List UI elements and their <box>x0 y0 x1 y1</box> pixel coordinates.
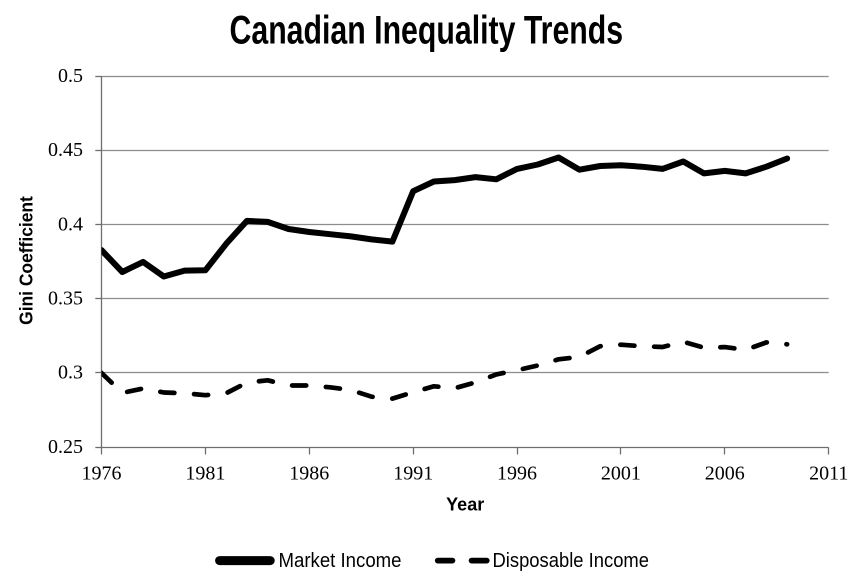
svg-text:0.45: 0.45 <box>48 139 83 161</box>
svg-text:0.35: 0.35 <box>48 288 83 310</box>
svg-text:1991: 1991 <box>393 462 433 484</box>
svg-text:0.5: 0.5 <box>58 65 83 87</box>
svg-text:1996: 1996 <box>497 462 537 484</box>
svg-text:1976: 1976 <box>82 462 122 484</box>
svg-text:0.25: 0.25 <box>48 436 83 458</box>
svg-text:Gini Coefficient: Gini Coefficient <box>16 196 36 325</box>
svg-text:1986: 1986 <box>289 462 329 484</box>
svg-text:Canadian Inequality Trends: Canadian Inequality Trends <box>230 9 624 53</box>
svg-text:Market Income: Market Income <box>279 550 402 572</box>
svg-text:1981: 1981 <box>185 462 225 484</box>
svg-text:2011: 2011 <box>809 462 848 484</box>
svg-text:Year: Year <box>446 495 484 515</box>
svg-text:0.3: 0.3 <box>58 362 83 384</box>
svg-text:Disposable Income: Disposable Income <box>493 550 650 572</box>
svg-text:0.4: 0.4 <box>58 213 83 235</box>
svg-text:2001: 2001 <box>601 462 641 484</box>
svg-text:2006: 2006 <box>705 462 745 484</box>
